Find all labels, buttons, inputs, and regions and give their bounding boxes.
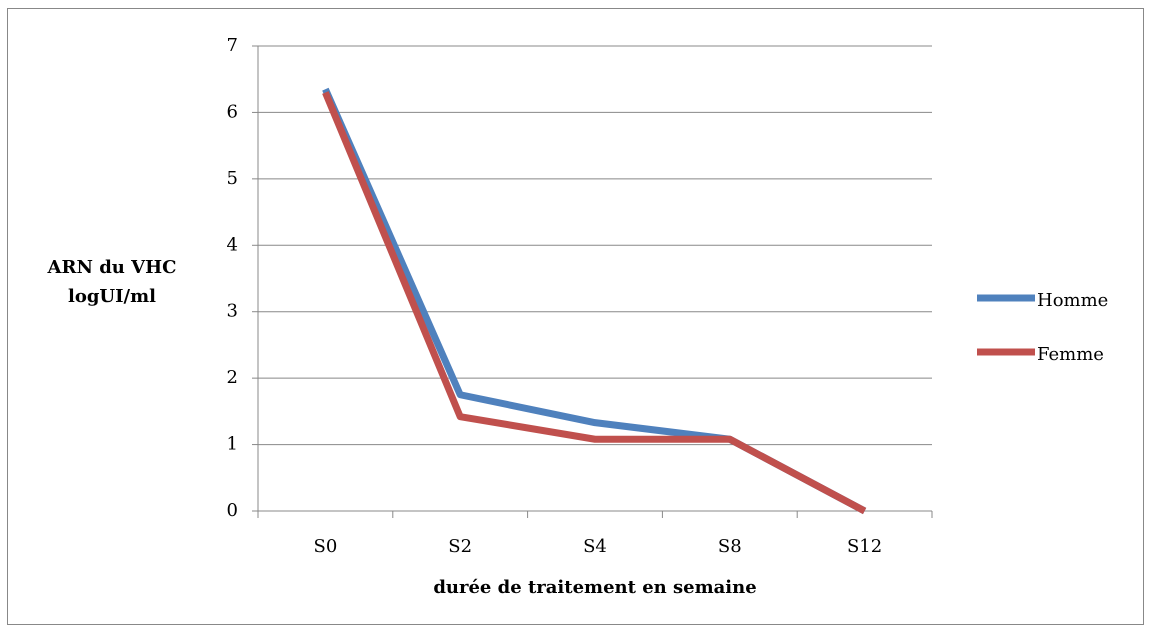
y-tick-label: 7 <box>227 35 238 56</box>
x-tick-label: S2 <box>448 536 472 557</box>
y-tick-label: 2 <box>227 367 238 388</box>
data-line <box>322 91 867 515</box>
y-tick-label: 4 <box>227 234 238 255</box>
x-tick-label: S8 <box>718 536 742 557</box>
x-tick-label: S12 <box>847 536 882 557</box>
x-axis-label: durée de traitement en semaine <box>433 577 756 598</box>
y-axis-label: ARN du VHC <box>47 257 177 278</box>
x-tick-label: S0 <box>314 536 338 557</box>
y-tick-label: 3 <box>227 301 238 322</box>
y-tick-label: 6 <box>227 101 238 122</box>
x-tick-label: S4 <box>583 536 607 557</box>
y-axis-label: logUI/ml <box>68 286 156 307</box>
legend-label: Homme <box>1037 290 1108 311</box>
chart-border <box>7 8 1144 625</box>
y-tick-label: 0 <box>227 500 238 521</box>
legend-label: Femme <box>1037 344 1104 365</box>
y-tick-label: 1 <box>227 434 238 455</box>
y-tick-label: 5 <box>227 168 238 189</box>
